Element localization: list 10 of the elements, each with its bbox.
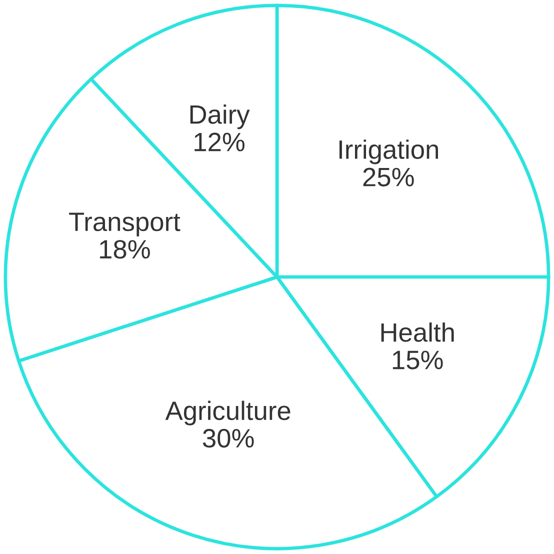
- data-label: 12%: [194, 132, 244, 152]
- slice-label: Transport: [69, 212, 180, 236]
- slice-label: Health: [381, 322, 454, 342]
- data-label: 18%: [100, 240, 150, 259]
- data-label: 15%: [392, 350, 443, 370]
- data-label: 25%: [363, 168, 414, 186]
- slice-label: Agriculture: [165, 400, 290, 426]
- slice-label: Irrigation: [339, 140, 438, 164]
- data-label: 30%: [202, 428, 254, 448]
- slice-label: Dairy: [190, 104, 250, 130]
